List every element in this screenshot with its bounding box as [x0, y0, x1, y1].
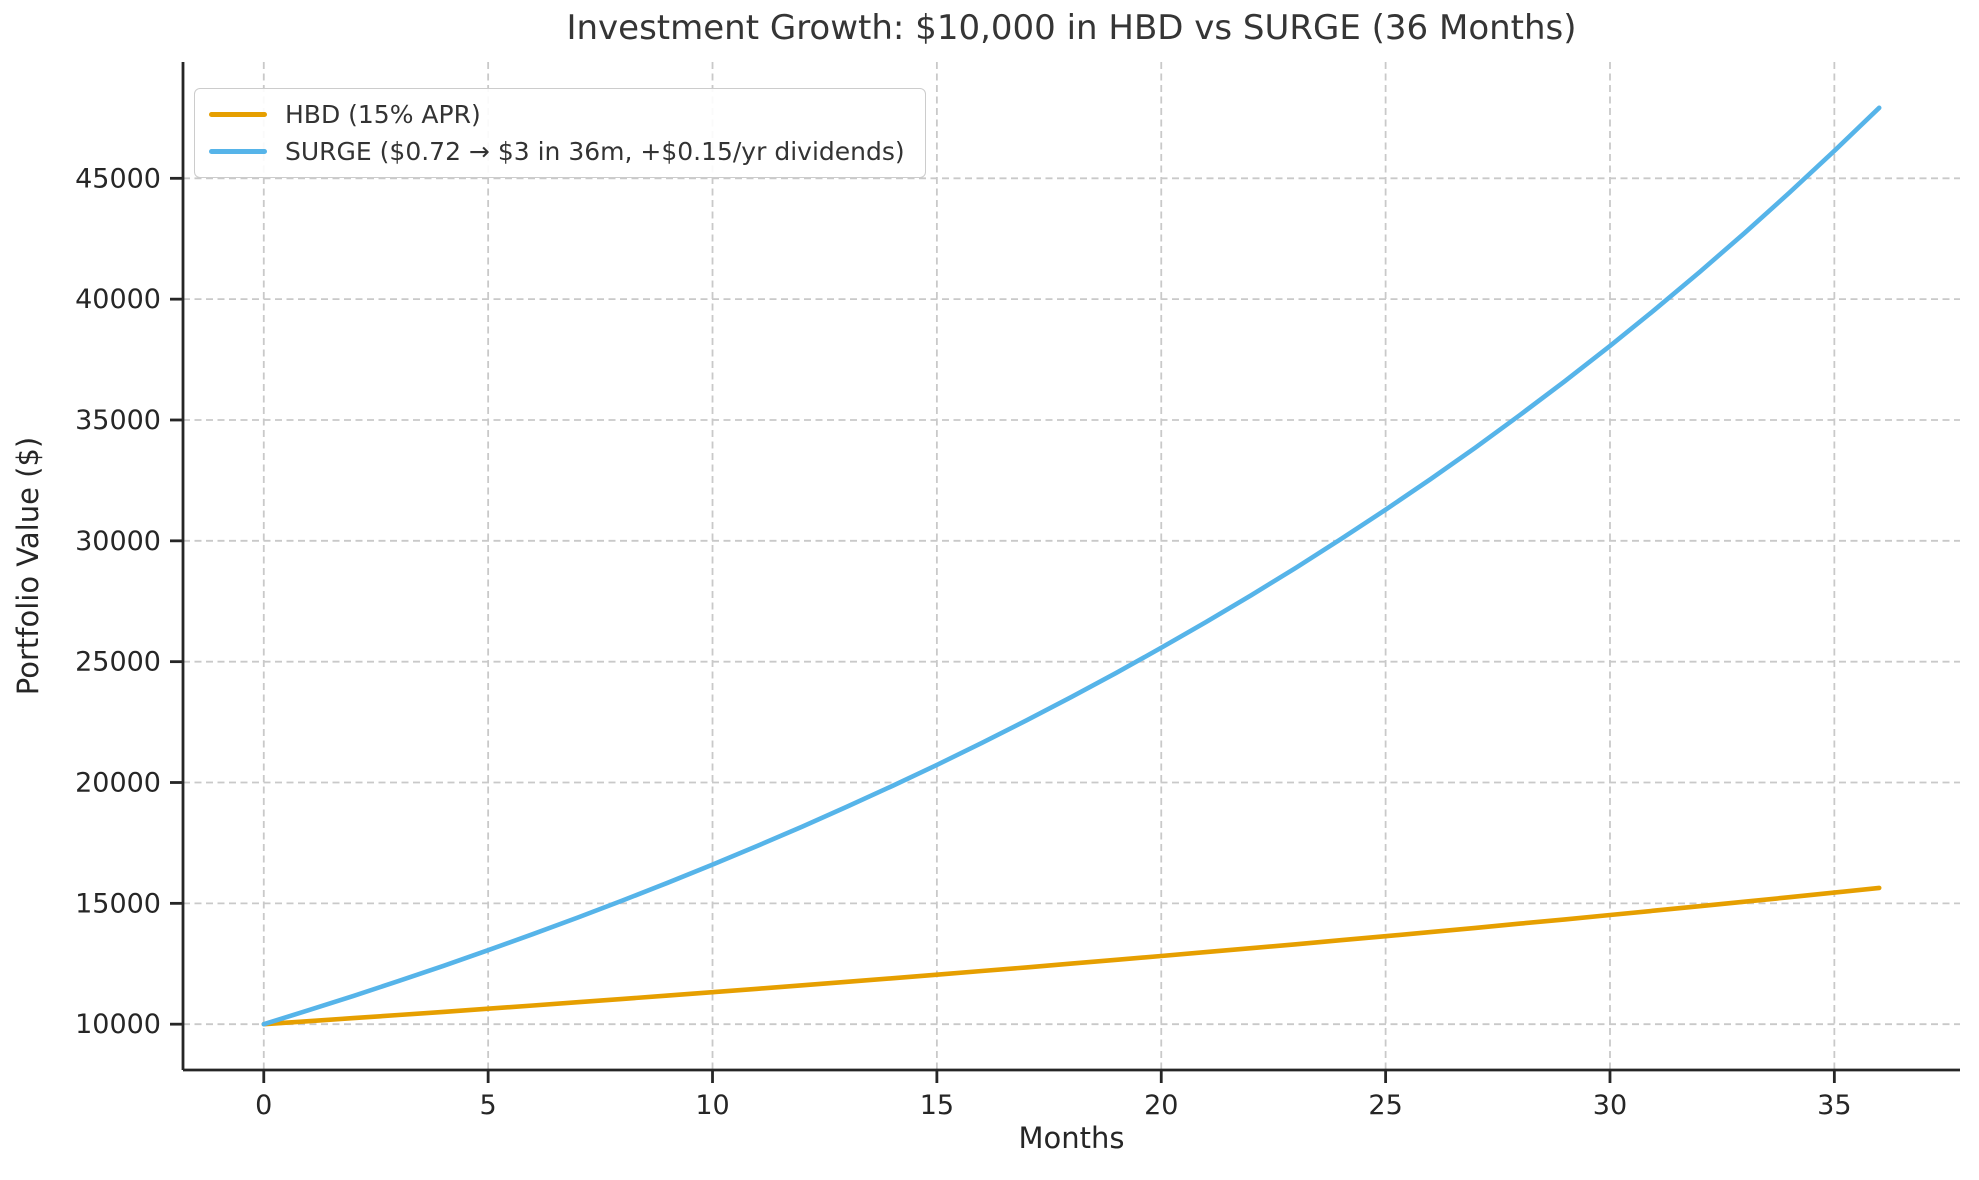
surge-line [261, 105, 1882, 1027]
y-tick-label: 35000 [75, 405, 161, 436]
legend: HBD (15% APR) SURGE ($0.72 → $3 in 36m, … [194, 88, 926, 178]
legend-label-hbd: HBD (15% APR) [285, 100, 481, 129]
chart-title: Investment Growth: $10,000 in HBD vs SUR… [566, 8, 1577, 48]
hbd-line-swatch [209, 112, 267, 117]
x-tick-label: 5 [480, 1090, 497, 1121]
x-tick-label: 10 [695, 1090, 729, 1121]
x-tick-label: 15 [920, 1090, 954, 1121]
y-tick-label: 45000 [75, 163, 161, 194]
x-tick-label: 20 [1144, 1090, 1178, 1121]
y-tick-label: 30000 [75, 526, 161, 557]
y-tick-label: 25000 [75, 647, 161, 678]
x-tick-label: 30 [1593, 1090, 1627, 1121]
x-axis-label: Months [1018, 1121, 1124, 1155]
y-axis-label: Portfolio Value ($) [11, 437, 45, 695]
surge-line-swatch [209, 149, 267, 154]
x-tick-label: 25 [1368, 1090, 1402, 1121]
y-tick-label: 20000 [75, 768, 161, 799]
legend-item-surge: SURGE ($0.72 → $3 in 36m, +$0.15/yr divi… [209, 133, 905, 170]
y-tick-label: 10000 [75, 1009, 161, 1040]
legend-item-hbd: HBD (15% APR) [209, 96, 905, 133]
y-tick-label: 40000 [75, 284, 161, 315]
legend-label-surge: SURGE ($0.72 → $3 in 36m, +$0.15/yr divi… [285, 137, 905, 166]
hbd-line [261, 885, 1882, 1027]
x-tick-label: 35 [1817, 1090, 1851, 1121]
y-tick-label: 15000 [75, 888, 161, 919]
x-tick-label: 0 [255, 1090, 272, 1121]
